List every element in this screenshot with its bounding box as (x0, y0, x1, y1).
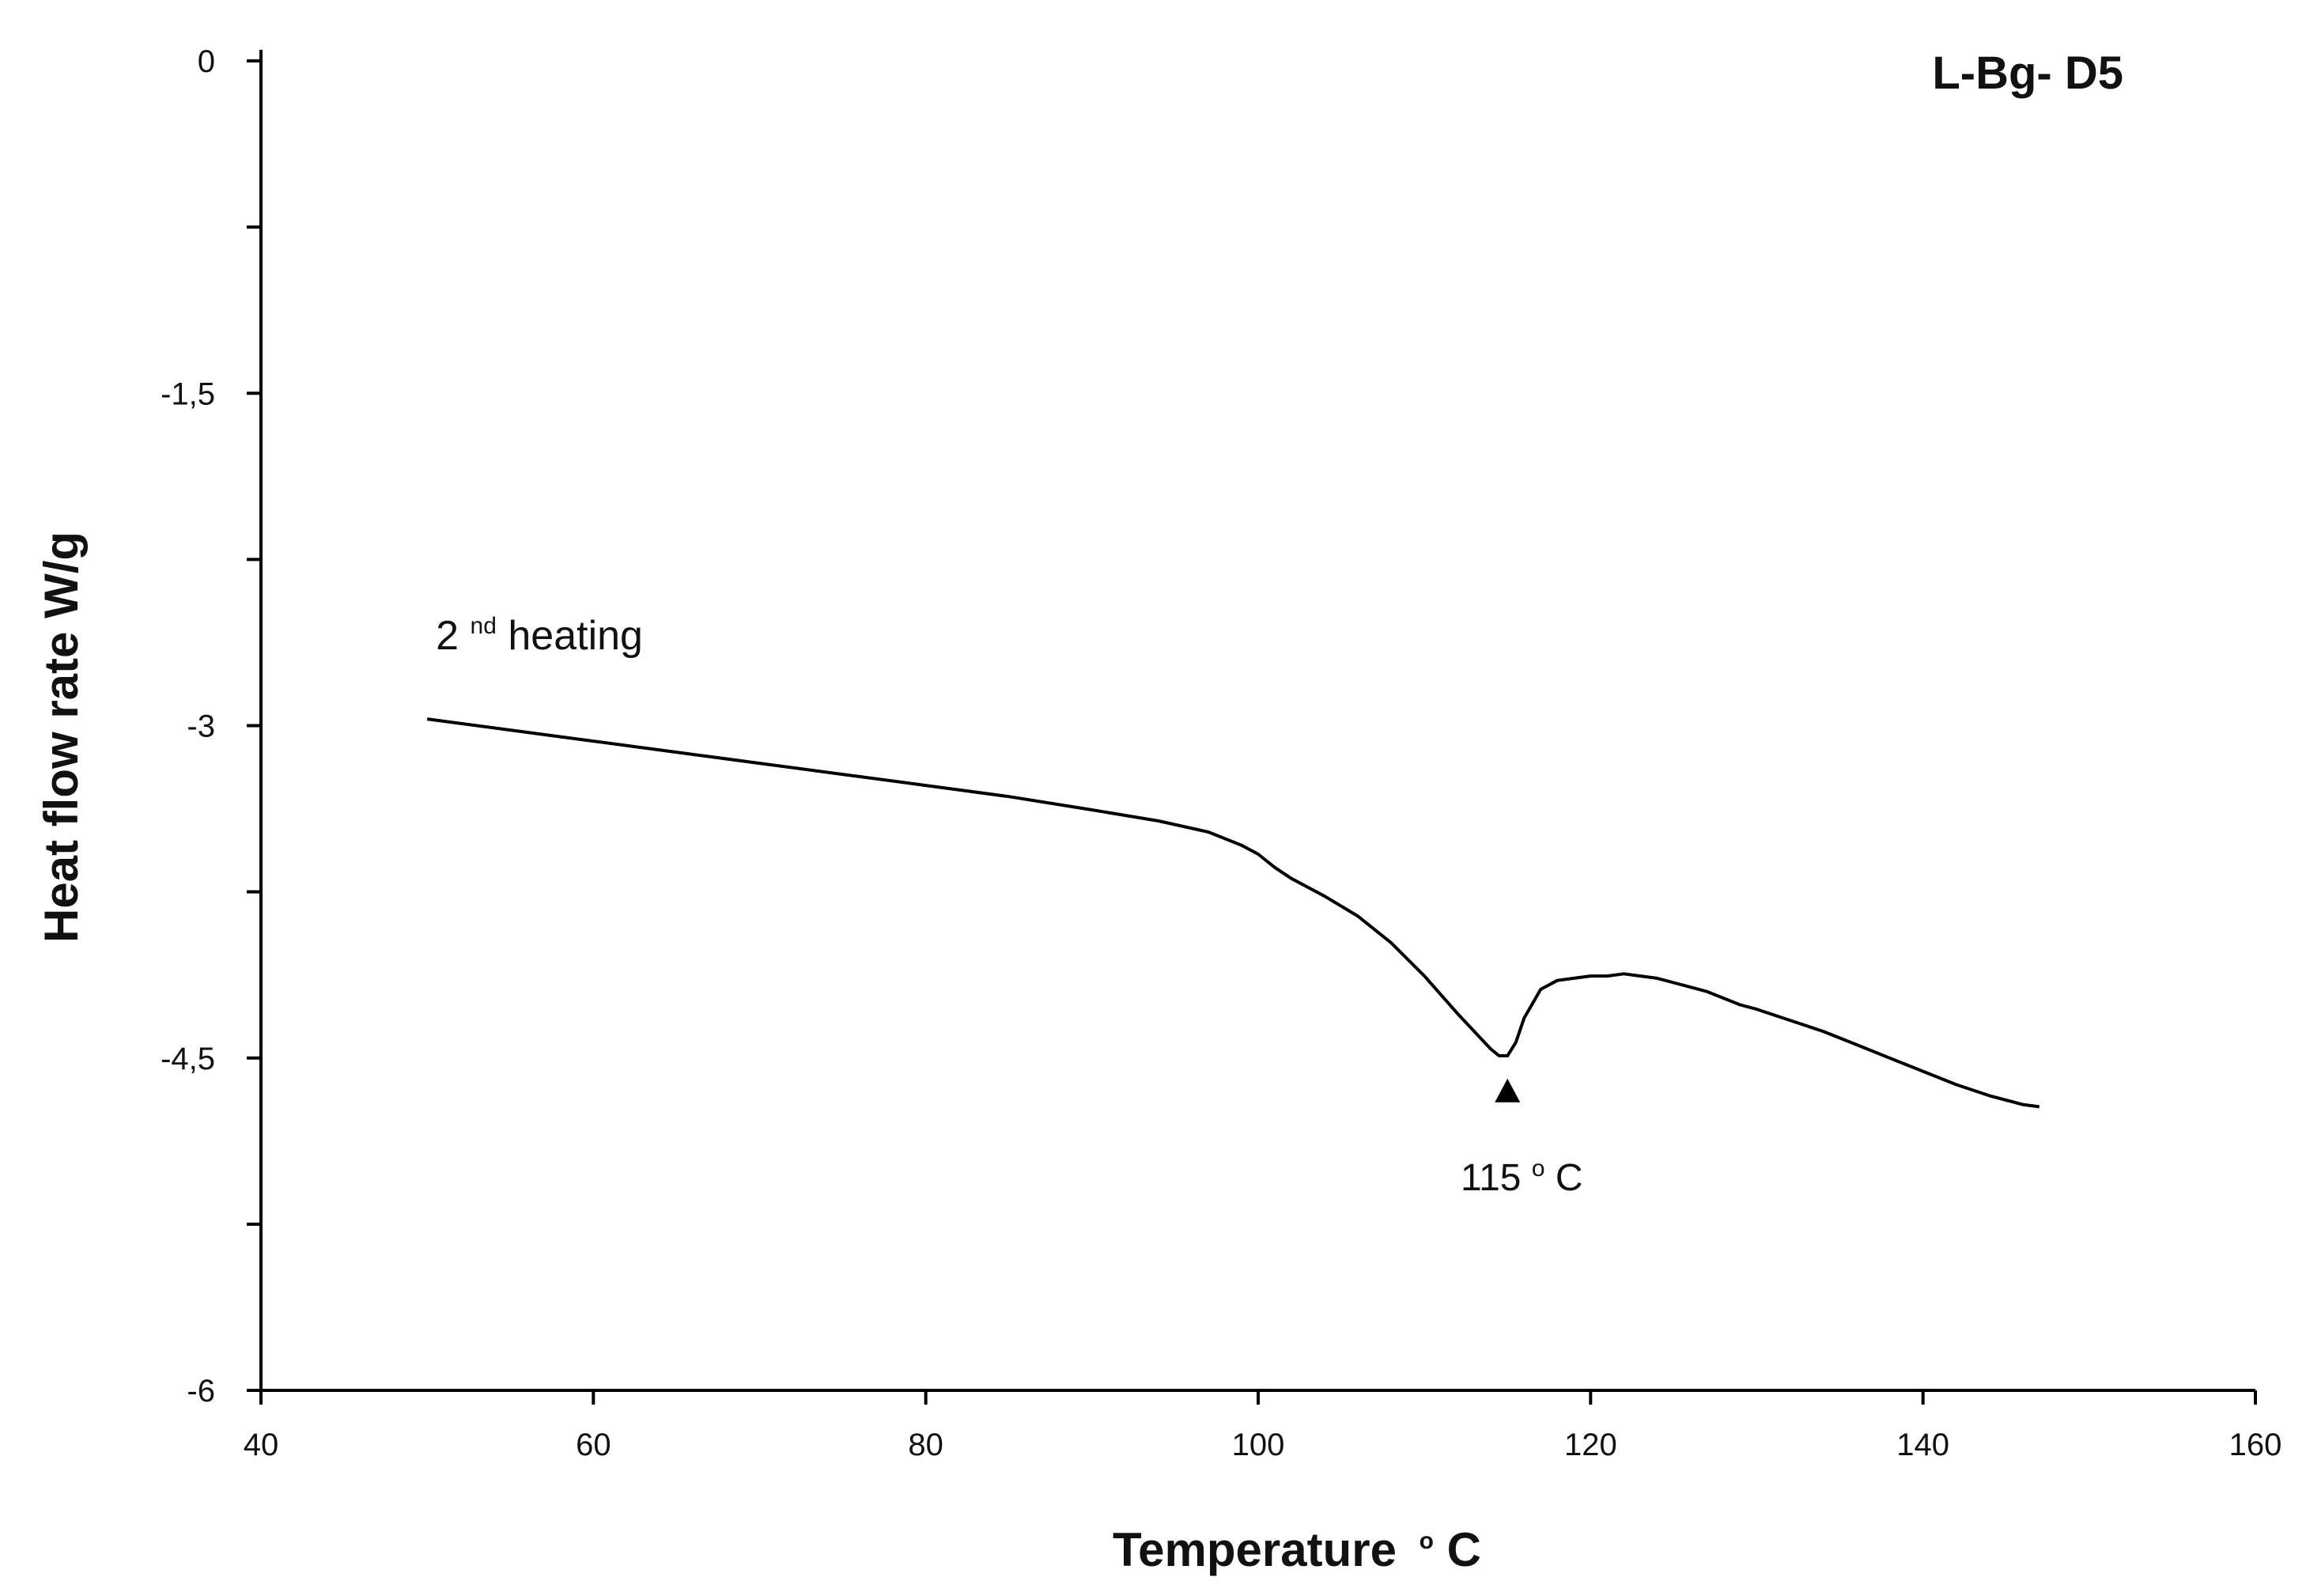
x-tick-label: 120 (1564, 1428, 1617, 1462)
x-axis-title: Temperature o C (1113, 1506, 1481, 1576)
x-tick-label: 100 (1232, 1428, 1285, 1462)
y-tick-label: 0 (198, 44, 215, 79)
y-tick-label: -1,5 (161, 376, 215, 411)
annotation-2nd-heating: 2 nd heating (436, 597, 643, 659)
x-axis-title-unit-sup: o (1420, 1528, 1434, 1554)
x-tick-label: 40 (244, 1428, 279, 1462)
series-line-2nd-heating (426, 717, 2040, 1109)
y-tick-label: -3 (187, 709, 215, 744)
chart-title: L-Bg- D5 (1932, 47, 2123, 99)
x-tick-label: 140 (1896, 1428, 1949, 1462)
y-axis-title: Heat flow rate W/g (35, 531, 88, 943)
annotation-2nd-heating-number: 2 (436, 613, 459, 659)
y-tick-label: -4,5 (161, 1042, 215, 1076)
annotation-2nd-heating-rest: heating (508, 613, 643, 659)
annotation-peak-sup: o (1532, 1155, 1545, 1182)
x-axis-title-text: Temperature (1113, 1523, 1397, 1576)
x-tick-label: 160 (2229, 1428, 2282, 1462)
annotation-2nd-heating-sup: nd (471, 613, 497, 639)
x-ticks: 40 60 80 100 120 140 160 (244, 1390, 2282, 1462)
annotation-peak-temperature: 115 o C (1461, 1143, 1583, 1199)
y-tick-label: -6 (187, 1374, 215, 1409)
annotation-peak-unit: C (1556, 1157, 1583, 1199)
x-axis-title-unit: C (1447, 1523, 1481, 1576)
peak-triangle-marker (1495, 1078, 1521, 1102)
x-tick-label: 80 (908, 1428, 943, 1462)
annotation-peak-number: 115 (1461, 1157, 1532, 1199)
y-ticks: 0 -1,5 -3 -4,5 -6 (161, 44, 261, 1409)
x-tick-label: 60 (576, 1428, 611, 1462)
